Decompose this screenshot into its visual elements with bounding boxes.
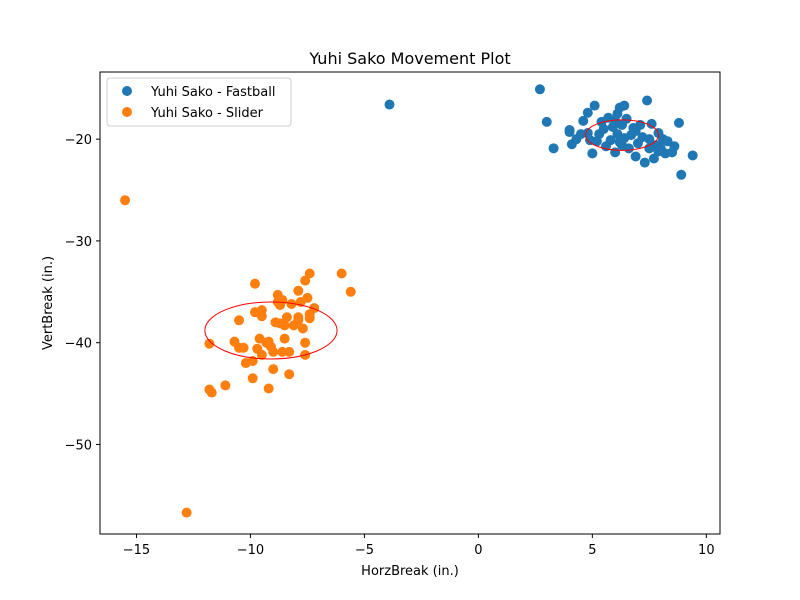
data-point-fastball [619, 100, 630, 111]
data-point-slider [309, 303, 320, 314]
data-point-fastball [616, 140, 627, 151]
legend-label-slider: Yuhi Sako - Slider [150, 106, 264, 121]
data-point-slider [234, 315, 245, 326]
y-axis-label: VertBreak (in.) [41, 256, 56, 350]
data-point-fastball [534, 84, 545, 95]
ellipse-slider [204, 301, 338, 360]
data-point-slider [286, 299, 297, 310]
data-point-fastball [582, 107, 593, 118]
data-point-fastball [653, 146, 664, 157]
data-point-fastball [630, 126, 641, 137]
data-point-fastball [621, 113, 632, 124]
data-point-fastball [589, 100, 600, 111]
data-point-fastball [564, 127, 575, 138]
data-point-slider [293, 285, 304, 296]
data-point-fastball [591, 136, 602, 147]
data-point-slider [279, 333, 290, 344]
data-point-fastball [384, 99, 395, 110]
legend-box [106, 77, 292, 127]
data-point-slider [345, 286, 356, 297]
data-point-slider [268, 346, 279, 357]
data-point-slider [293, 315, 304, 326]
data-point-slider [304, 313, 315, 324]
legend-marker-fastball [122, 86, 132, 96]
data-point-slider [256, 305, 267, 316]
x-axis-label: HorzBreak (in.) [361, 564, 459, 579]
data-point-fastball [578, 115, 589, 126]
data-point-fastball [598, 123, 609, 134]
data-point-fastball [630, 151, 641, 162]
x-tick-label: 5 [588, 543, 596, 558]
y-tick-label: −40 [65, 337, 92, 352]
legend-label-fastball: Yuhi Sako - Fastball [150, 85, 275, 100]
data-point-slider [206, 387, 217, 398]
data-point-slider [281, 312, 292, 323]
data-point-fastball [610, 115, 621, 126]
legend-marker-slider [122, 107, 132, 117]
data-point-slider [300, 275, 311, 286]
x-tick-label: −5 [355, 543, 374, 558]
legend: Yuhi Sako - Fastball Yuhi Sako - Slider [106, 77, 292, 127]
data-point-fastball [605, 135, 616, 146]
data-point-fastball [673, 117, 684, 128]
x-tick-label: 0 [474, 543, 482, 558]
y-tick-label: −20 [65, 133, 92, 148]
data-point-slider [300, 337, 311, 348]
data-point-slider [234, 342, 245, 353]
data-point-slider [220, 380, 231, 391]
data-point-fastball [639, 157, 650, 168]
data-point-slider [302, 292, 313, 303]
data-point-slider [120, 195, 131, 206]
data-point-fastball [642, 95, 653, 106]
plot-frame [99, 71, 721, 535]
data-point-slider [256, 349, 267, 360]
data-point-fastball [644, 134, 655, 145]
data-point-slider [336, 268, 347, 279]
data-point-fastball [648, 153, 659, 164]
data-point-slider [297, 323, 308, 334]
data-point-slider [284, 346, 295, 357]
data-point-slider [263, 336, 274, 347]
y-tick-label: −30 [65, 235, 92, 250]
data-point-slider [247, 373, 258, 384]
x-tick-label: 10 [698, 543, 715, 558]
data-point-slider [277, 346, 288, 357]
data-point-fastball [548, 143, 559, 154]
data-point-slider [279, 320, 290, 331]
ellipse-fastball [585, 119, 659, 151]
data-point-fastball [687, 150, 698, 161]
data-point-fastball [669, 141, 680, 152]
chart-title: Yuhi Sako Movement Plot [308, 49, 510, 68]
data-point-slider [284, 369, 295, 380]
data-point-slider [263, 383, 274, 394]
data-point-slider [268, 364, 279, 375]
x-tick-label: −15 [123, 543, 150, 558]
data-point-fastball [646, 118, 657, 129]
data-point-fastball [676, 169, 687, 180]
x-tick-label: −10 [237, 543, 264, 558]
data-point-slider [250, 278, 260, 289]
data-point-slider [304, 268, 315, 279]
data-point-slider [204, 338, 215, 349]
data-point-slider [181, 507, 192, 518]
y-tick-label: −50 [65, 438, 92, 453]
data-point-fastball [541, 116, 552, 127]
data-point-fastball [662, 136, 673, 147]
data-point-fastball [587, 148, 598, 159]
